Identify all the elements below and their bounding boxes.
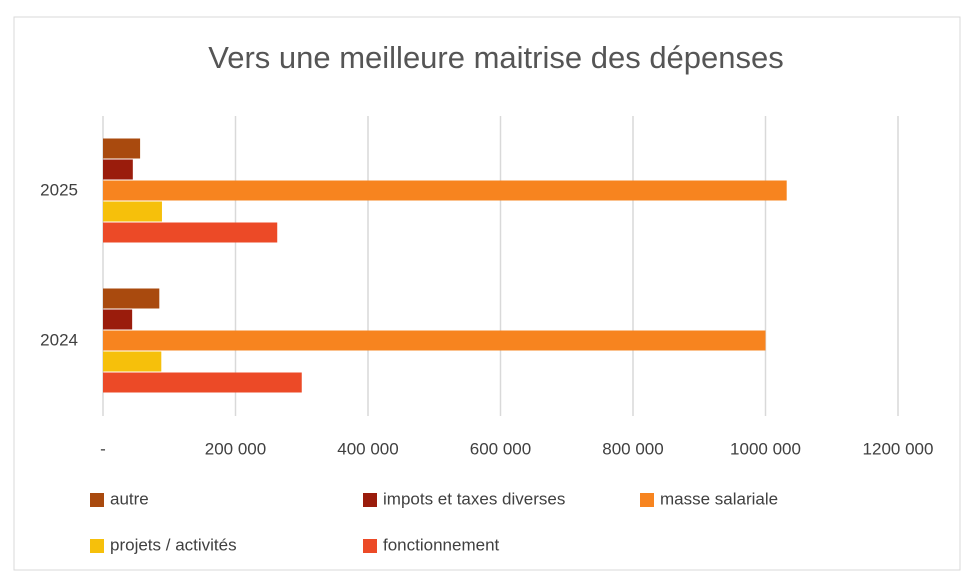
legend-swatch — [90, 539, 104, 553]
y-tick-label: 2025 — [40, 180, 78, 199]
bar — [103, 159, 133, 180]
legend-label: fonctionnement — [383, 535, 500, 554]
bar — [103, 372, 302, 393]
legend-label: autre — [110, 489, 149, 508]
bar — [103, 309, 133, 330]
bar — [103, 180, 787, 201]
x-tick-label: 400 000 — [337, 439, 398, 458]
legend-swatch — [90, 493, 104, 507]
chart-title: Vers une meilleure maitrise des dépenses — [208, 40, 784, 75]
legend-swatch — [640, 493, 654, 507]
legend-swatch — [363, 493, 377, 507]
legend-label: impots et taxes diverses — [383, 489, 565, 508]
legend-label: projets / activités — [110, 535, 237, 554]
x-tick-label: 1200 000 — [863, 439, 934, 458]
bar — [103, 138, 141, 159]
bar — [103, 222, 278, 243]
legend-swatch — [363, 539, 377, 553]
x-tick-label: 1000 000 — [730, 439, 801, 458]
bar — [103, 330, 766, 351]
bar — [103, 201, 162, 222]
x-tick-label: 600 000 — [470, 439, 531, 458]
x-tick-label: - — [100, 439, 106, 458]
x-tick-label: 200 000 — [205, 439, 266, 458]
bar — [103, 288, 160, 309]
legend-label: masse salariale — [660, 489, 778, 508]
x-tick-label: 800 000 — [602, 439, 663, 458]
bar — [103, 351, 162, 372]
chart-frame — [13, 16, 961, 571]
y-tick-label: 2024 — [40, 330, 78, 349]
